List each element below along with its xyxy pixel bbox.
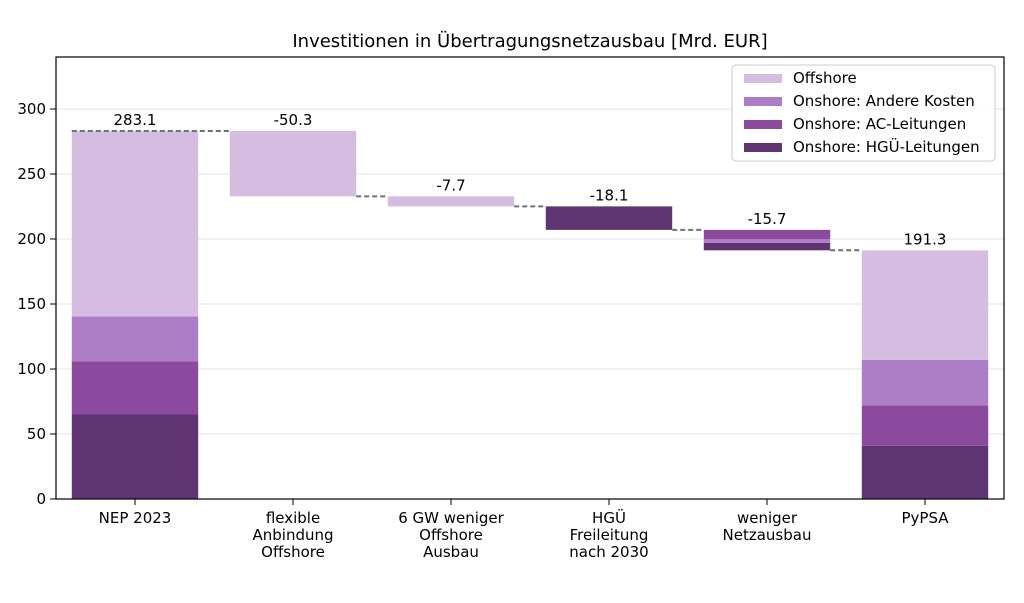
legend-entry: Onshore: HGÜ-Leitungen [793,137,980,156]
x-tick-label: HGÜ [592,508,626,527]
data-label: 191.3 [904,230,947,248]
legend: Offshore Onshore: Andere Kosten Onshore: A… [731,64,996,162]
y-tick-label: 150 [17,295,46,313]
bar-segment [703,229,831,239]
y-tick-label: 100 [17,360,46,378]
x-tick-label: Netzausbau [723,526,812,544]
data-label: -15.7 [748,210,787,228]
data-label: -18.1 [590,186,629,204]
x-tick-label: Ausbau [423,543,479,561]
data-labels: 283.1 -50.3 -7.7 -18.1 -15.7 191.3 [114,111,947,248]
grid-lines [56,108,1004,500]
y-tick-label: 200 [17,230,46,248]
x-tick-label: Anbindung [252,526,333,544]
bar-segment [861,359,989,406]
x-tick-label: Offshore [419,526,483,544]
legend-box [731,64,996,162]
bar-segment [229,130,357,197]
data-label: 283.1 [114,111,157,129]
legend-entry: Onshore: AC-Leitungen [793,115,966,133]
x-tick-label: Offshore [261,543,325,561]
legend-swatch [744,97,782,106]
data-label: -50.3 [274,111,313,129]
legend-entry: Offshore [793,69,857,87]
plot-frame [55,56,1005,500]
legend-swatch [744,120,782,129]
connector-lines [71,129,862,252]
chart-title: Investitionen in Übertragungsnetzausbau … [292,30,767,52]
bar-segment [861,405,989,446]
y-tick-label: 250 [17,165,46,183]
bar-segment [703,239,831,243]
bar-segment [71,414,199,499]
bar-segment [71,130,199,317]
bars [71,130,989,499]
y-tick-label: 50 [27,425,46,443]
x-tick-label: nach 2030 [569,543,648,561]
bar-segment [71,316,199,362]
x-tick-label: Freileitung [570,526,649,544]
x-tick-label: flexible [266,509,320,527]
y-tick-label: 300 [17,100,46,118]
legend-entry: Onshore: Andere Kosten [793,92,975,110]
x-tick-label: PyPSA [901,509,949,527]
legend-swatch [744,143,782,152]
bar-segment [861,250,989,360]
x-tick-label: NEP 2023 [99,509,172,527]
data-label: -7.7 [436,176,465,194]
bar-segment [71,361,199,415]
x-tick-label: 6 GW weniger [398,509,504,527]
bar-segment [545,206,673,230]
x-tick-label: weniger [737,509,798,527]
bar-segment [703,242,831,251]
y-axis: 0 50 100 150 200 250 300 [17,100,56,508]
bar-segment [387,196,515,207]
y-tick-label: 0 [36,490,46,508]
legend-swatch [744,74,782,83]
bar-segment [861,445,989,499]
